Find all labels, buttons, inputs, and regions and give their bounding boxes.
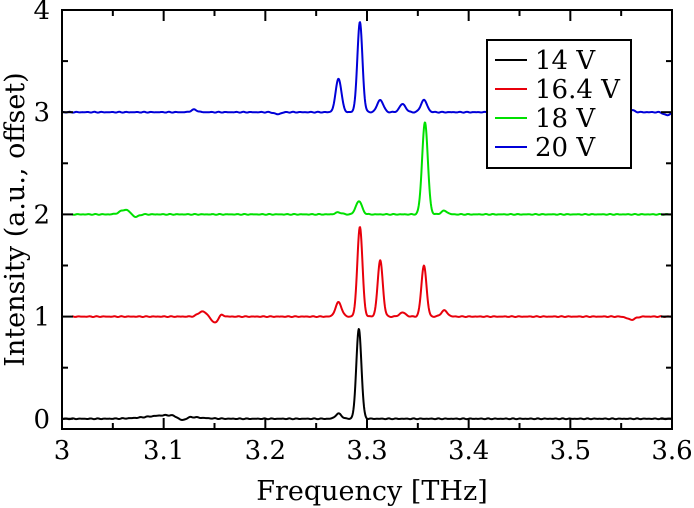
x-tick-label: 3.1: [143, 436, 184, 466]
y-axis-label: Intensity (a.u., offset): [0, 72, 31, 366]
y-tick-label: 1: [33, 303, 50, 333]
legend: 14 V16.4 V18 V20 V: [486, 39, 632, 169]
x-tick-label: 3: [54, 436, 71, 466]
legend-label-3: 20 V: [535, 133, 596, 163]
x-tick-label: 3.6: [651, 436, 692, 466]
series-line-2: [71, 121, 673, 218]
y-tick-label: 3: [33, 98, 50, 128]
legend-label-1: 16.4 V: [535, 75, 621, 105]
series-line-1: [71, 226, 673, 324]
series-line-0: [61, 328, 673, 421]
y-tick-label: 0: [33, 405, 50, 435]
x-tick-label: 3.5: [550, 436, 591, 466]
y-tick-label: 4: [33, 0, 50, 26]
legend-label-2: 18 V: [535, 104, 596, 134]
x-tick-label: 3.2: [245, 436, 286, 466]
legend-label-0: 14 V: [535, 46, 596, 76]
x-tick-label: 3.4: [448, 436, 489, 466]
x-tick-label: 3.3: [346, 436, 387, 466]
y-tick-label: 2: [33, 200, 50, 230]
x-axis-label: Frequency [THz]: [256, 476, 487, 507]
